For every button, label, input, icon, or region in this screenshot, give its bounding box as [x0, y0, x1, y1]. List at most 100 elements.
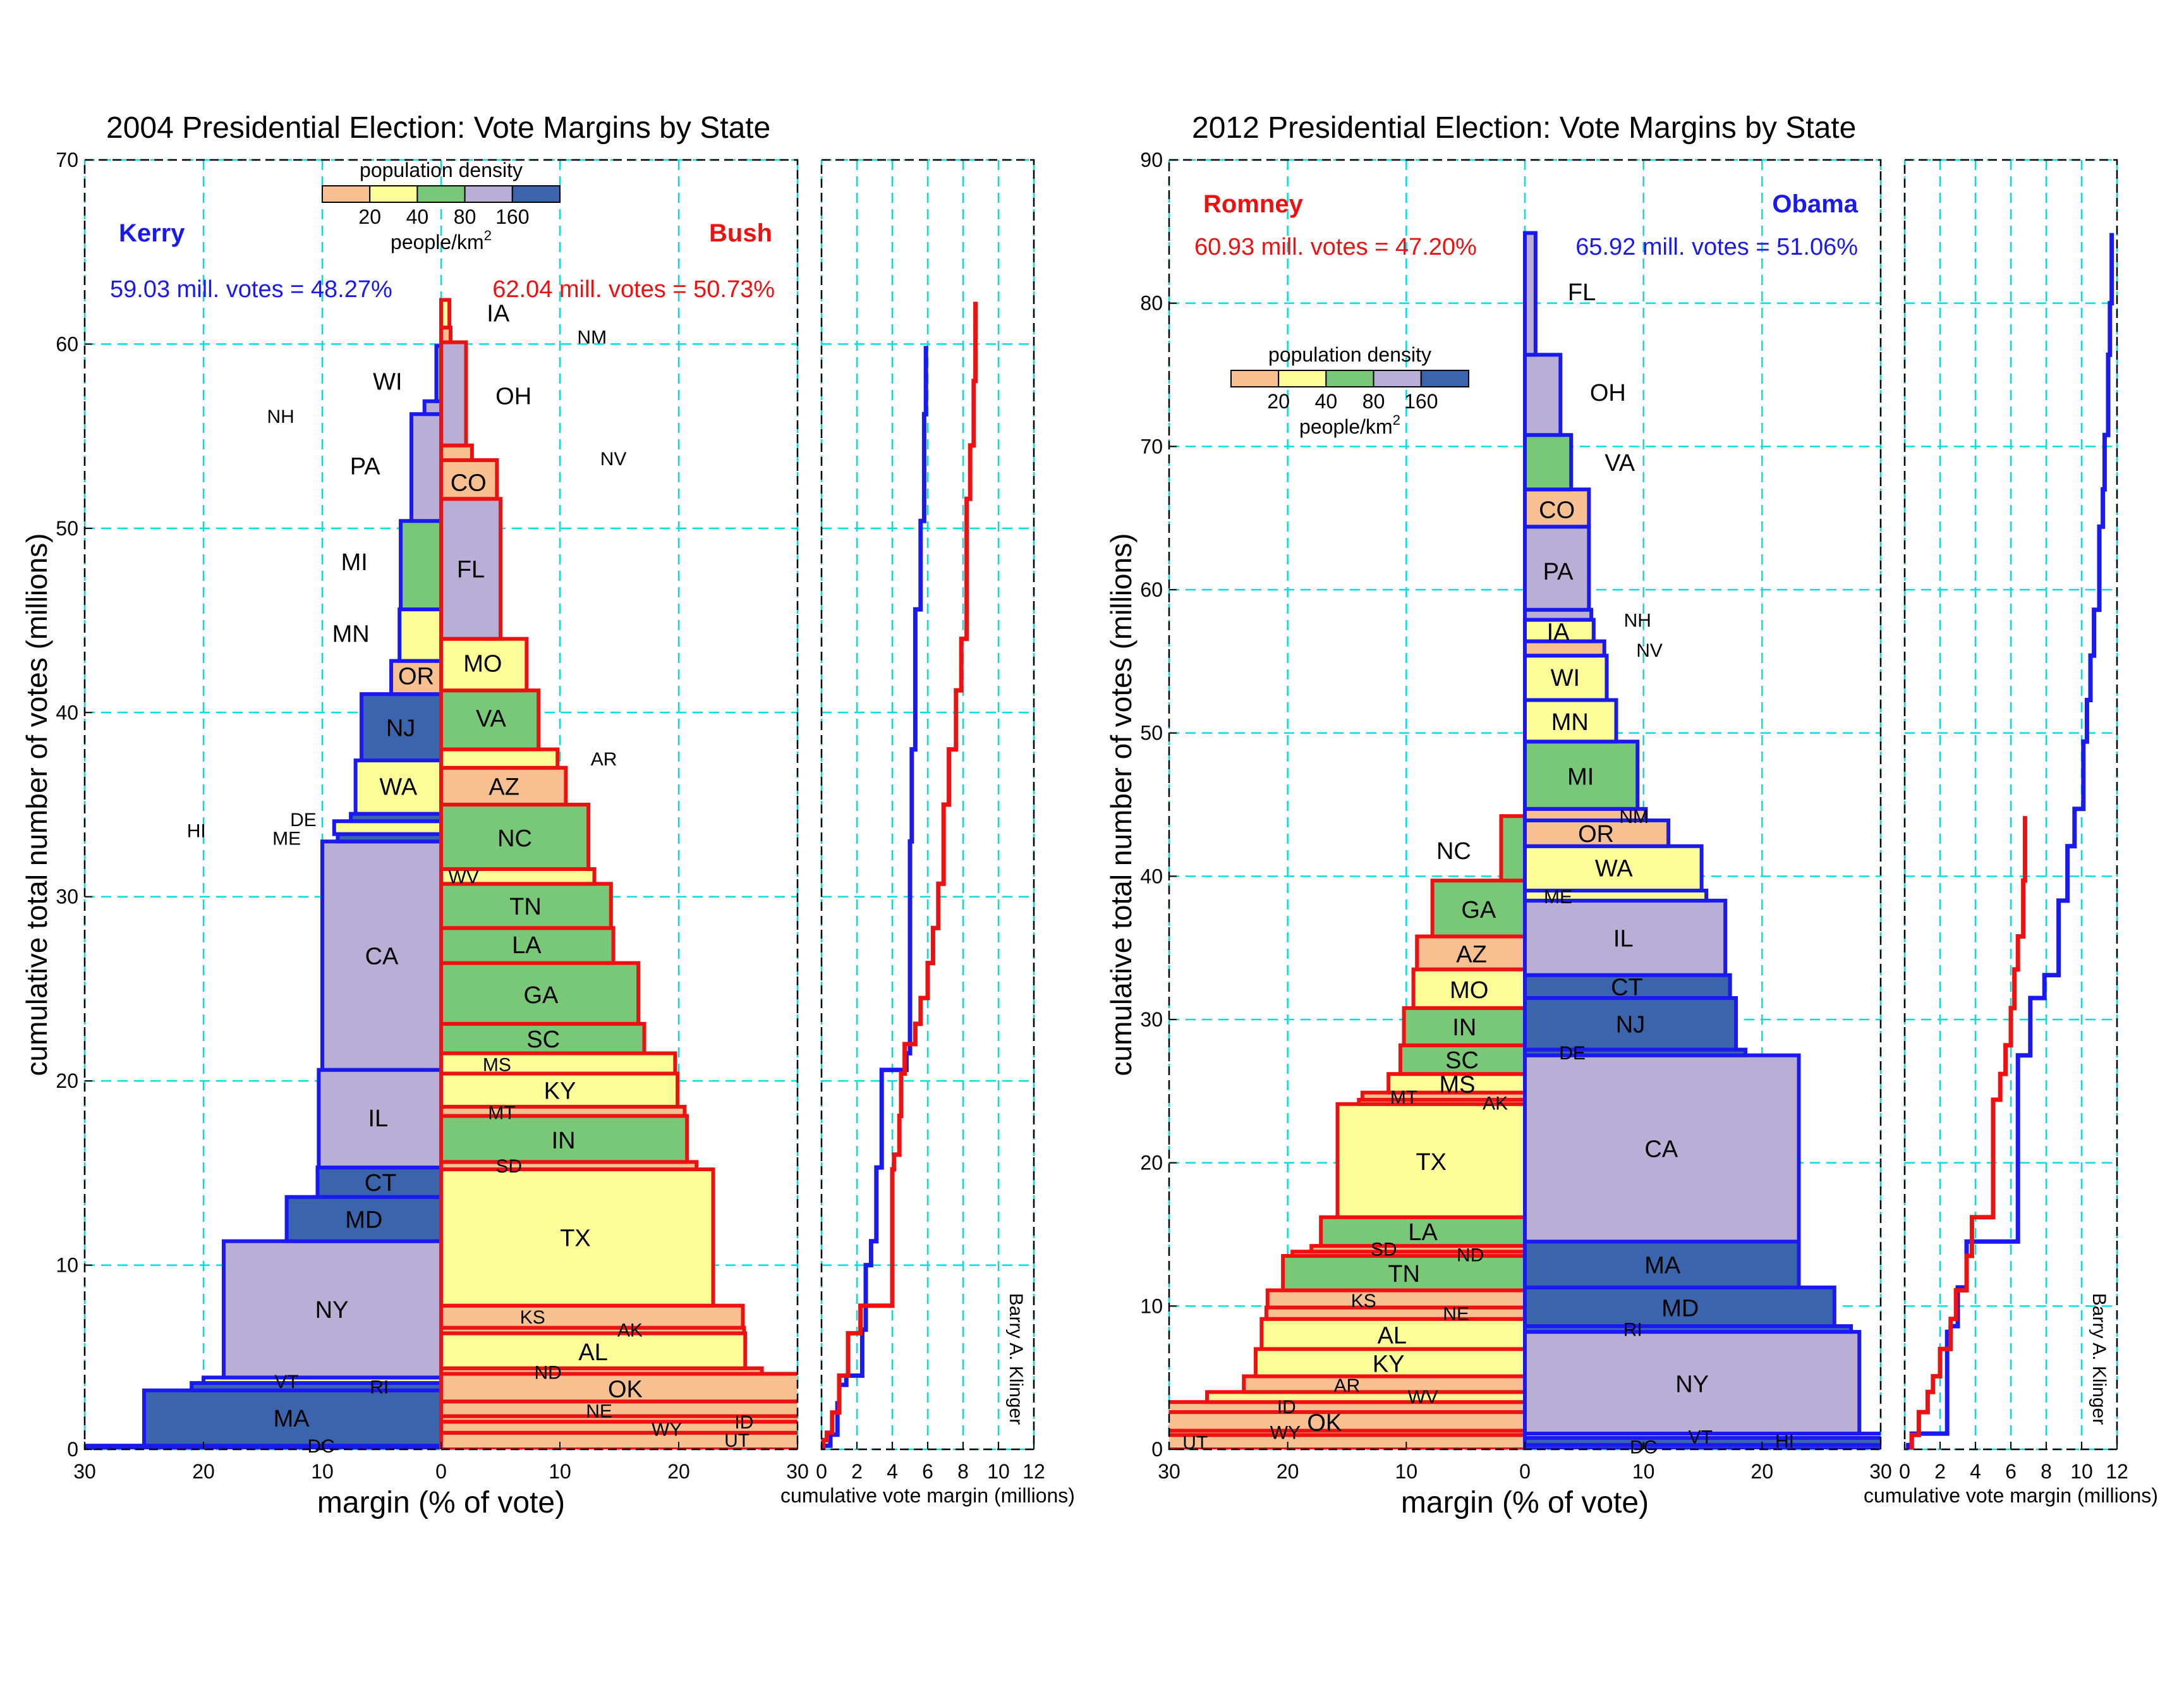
state-label-mt: MT: [1390, 1087, 1417, 1108]
y-tick-label: 70: [1140, 435, 1163, 458]
x-axis-label: margin (% of vote): [317, 1486, 565, 1519]
state-label-ar: AR: [591, 749, 617, 770]
state-label-ms: MS: [483, 1055, 511, 1076]
bar-wa: [353, 758, 444, 816]
bar-ks: [439, 1303, 745, 1330]
bar-ms: [439, 1051, 677, 1076]
state-label-tx: TX: [560, 1226, 591, 1252]
state-label-ms: MS: [1440, 1072, 1476, 1099]
state-label-sd: SD: [495, 1156, 522, 1177]
density-unit-sup: 2: [1393, 412, 1400, 428]
state-label-nc: NC: [497, 825, 532, 852]
state-label-va: VA: [476, 706, 507, 733]
density-unit-text: people/km: [391, 231, 484, 253]
state-label-mn: MN: [332, 621, 370, 648]
state-label-az: AZ: [1456, 941, 1487, 968]
bar-ne: [439, 1399, 798, 1418]
state-label-hi: HI: [187, 821, 206, 842]
state-label-ga: GA: [1461, 897, 1496, 923]
state-label-pa: PA: [1543, 559, 1574, 585]
state-label-wy: WY: [652, 1420, 682, 1440]
state-label-oh: OH: [1590, 380, 1626, 406]
y-tick-label: 30: [1140, 1008, 1163, 1031]
state-label-nd: ND: [535, 1362, 562, 1383]
state-label-vt: VT: [1689, 1427, 1713, 1447]
y-tick-label: 90: [1140, 149, 1163, 171]
state-label-fl: FL: [457, 557, 485, 583]
bars: [85, 298, 798, 1449]
y-tick-label: 70: [56, 149, 78, 171]
state-label-mi: MI: [1567, 764, 1594, 790]
state-label-ia: IA: [1547, 619, 1570, 645]
x-tick-label: 20: [192, 1460, 215, 1483]
x-tick-label: 30: [1158, 1460, 1180, 1483]
x-tick-label: 30: [786, 1460, 809, 1483]
x-tick-label: 30: [1869, 1460, 1892, 1483]
state-label-ca: CA: [365, 944, 399, 970]
state-label-md: MD: [1661, 1295, 1699, 1322]
state-label-ri: RI: [370, 1377, 389, 1398]
state-label-al: AL: [578, 1339, 607, 1366]
bar-me: [332, 819, 443, 836]
state-label-ak: AK: [1483, 1093, 1508, 1114]
right-candidate-name: Obama: [1772, 190, 1858, 218]
y-axis-label: cumulative total number of votes (millio…: [20, 533, 53, 1076]
bar-nc: [1499, 814, 1527, 883]
cumulative-x-tick-label: 0: [1899, 1460, 1910, 1483]
state-label-ny: NY: [1675, 1371, 1709, 1398]
density-unit-sup: 2: [484, 228, 492, 243]
left-candidate-votes: 60.93 mill. votes = 47.20%: [1194, 234, 1477, 260]
state-label-nj: NJ: [1616, 1011, 1645, 1038]
state-label-az: AZ: [488, 774, 519, 801]
x-tick-label: 10: [311, 1460, 334, 1483]
author-credit: Barry A. Klinger: [2089, 1293, 2109, 1425]
state-label-hi: HI: [1775, 1431, 1794, 1452]
bar-tn: [1281, 1254, 1527, 1293]
state-label-ga: GA: [523, 982, 559, 1009]
density-tick-label: 160: [1404, 390, 1438, 413]
state-label-or: OR: [1578, 821, 1614, 848]
density-tick-label: 80: [454, 205, 476, 228]
state-label-ca: CA: [1644, 1136, 1678, 1163]
x-tick-label: 0: [1519, 1460, 1531, 1483]
state-label-ma: MA: [274, 1406, 310, 1432]
state-label-mi: MI: [341, 549, 368, 576]
left-candidate-votes: 59.03 mill. votes = 48.27%: [110, 276, 392, 303]
state-label-nh: NH: [267, 406, 294, 427]
state-label-pa: PA: [350, 453, 381, 480]
state-label-wv: WV: [1407, 1387, 1438, 1408]
bar-tx: [439, 1167, 715, 1308]
state-label-mt: MT: [488, 1102, 515, 1123]
state-label-tn: TN: [509, 894, 542, 920]
y-axis-label: cumulative total number of votes (millio…: [1105, 533, 1138, 1076]
y-tick-label: 50: [1140, 722, 1163, 745]
bar-md: [1523, 1285, 1836, 1329]
bar-ia: [439, 298, 452, 330]
density-tick-label: 40: [1315, 390, 1338, 413]
state-labels: IA NM WI OH NH NV PA CO MI FL MN MO OR NJ VA AR WA AZ HI DE…: [187, 301, 754, 1457]
cumulative-red-line: [1909, 816, 2027, 1449]
state-label-va: VA: [1605, 450, 1635, 477]
state-label-me: ME: [1544, 887, 1572, 908]
bar-wa: [1523, 844, 1704, 892]
state-label-nh: NH: [1624, 610, 1651, 631]
bar-sc: [1398, 1043, 1527, 1076]
cumulative-x-tick-label: 10: [987, 1460, 1010, 1483]
y-tick-label: 0: [1151, 1438, 1163, 1461]
chart-panels: IA NM WI OH NH NV PA CO MI FL MN MO OR NJ VA AR WA AZ HI DE…: [20, 111, 2158, 1519]
state-label-nm: NM: [577, 327, 607, 348]
y-tick-label: 10: [56, 1254, 78, 1277]
state-label-co: CO: [1539, 497, 1575, 524]
y-tick-label: 60: [1140, 578, 1163, 601]
state-label-md: MD: [345, 1207, 382, 1233]
density-tick-label: 160: [495, 205, 529, 228]
right-candidate-votes: 65.92 mill. votes = 51.06%: [1575, 234, 1858, 260]
density-tick-label: 20: [1267, 390, 1290, 413]
bar-pa: [410, 412, 443, 523]
y-tick-label: 10: [1140, 1294, 1163, 1317]
bar-ks: [1265, 1288, 1527, 1310]
